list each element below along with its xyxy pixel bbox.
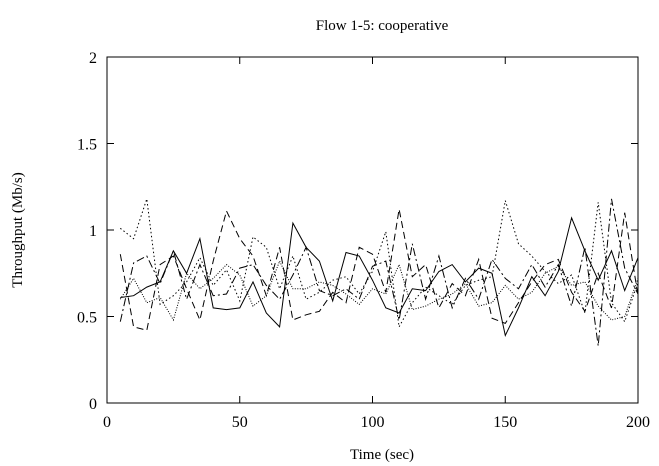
series-line-3 xyxy=(119,198,639,329)
series-line-2 xyxy=(119,209,639,331)
x-axis-label: Time (sec) xyxy=(350,447,414,463)
x-tick-label: 150 xyxy=(493,414,517,431)
chart-title: Flow 1-5: cooperative xyxy=(316,18,449,34)
y-tick-label: 0 xyxy=(89,396,97,413)
y-tick-label: 0.5 xyxy=(77,310,97,327)
y-tick-label: 1 xyxy=(89,223,97,240)
x-tick-label: 100 xyxy=(361,414,385,431)
y-tick-label: 2 xyxy=(89,50,97,67)
y-tick-label: 1.5 xyxy=(77,137,97,154)
x-tick-label: 200 xyxy=(626,414,650,431)
y-axis-label: Throughput (Mb/s) xyxy=(10,172,26,287)
x-tick-label: 50 xyxy=(232,414,248,431)
plot-frame xyxy=(106,56,639,404)
series-line-4 xyxy=(119,198,639,346)
ticks-layer: 0 50 100 150 200 0 0.5 1 1.5 2 xyxy=(77,50,650,431)
series-layer xyxy=(119,198,639,346)
series-line-1 xyxy=(120,216,639,338)
x-tick-label: 0 xyxy=(103,414,111,431)
series-line-5 xyxy=(119,259,639,322)
